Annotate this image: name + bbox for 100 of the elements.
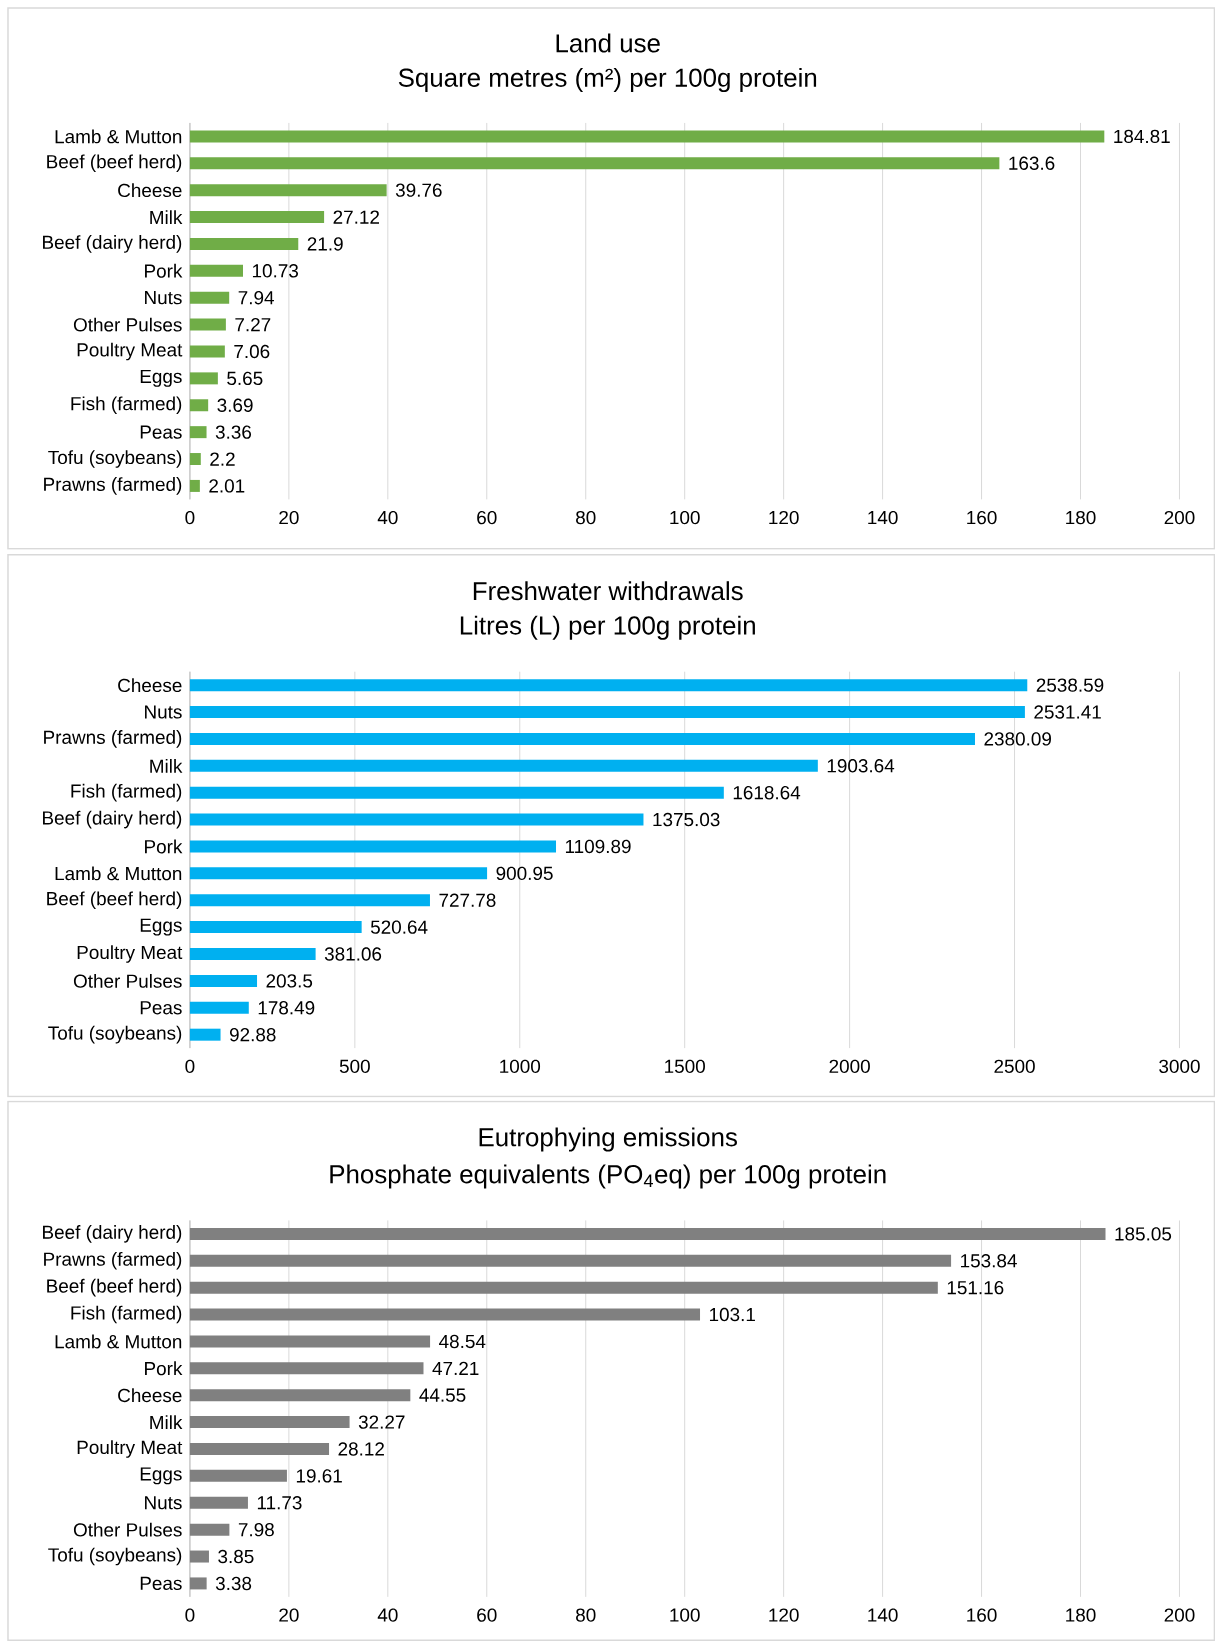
chart-subtitle: Phosphate equivalents (PO$_{4}$eq) per 100g protein (330, 1164, 886, 1189)
x-tick-label: 2500 (994, 1059, 1035, 1074)
data-label: 3.85 (217, 1549, 254, 1564)
data-label: 21.9 (307, 237, 343, 251)
y-tick-label: Milk (150, 210, 183, 224)
x-tick-label: 2000 (829, 1059, 870, 1074)
y-tick-label: Nuts (144, 1496, 182, 1510)
bar (189, 1496, 248, 1509)
y-tick-label: Other Pulses (73, 1522, 182, 1537)
data-label: 39.76 (395, 183, 442, 197)
data-label: 1109.89 (565, 839, 631, 854)
x-tick-label: 40 (377, 510, 398, 525)
bar (189, 372, 218, 385)
y-tick-label: Peas (140, 425, 182, 439)
y-tick-label: Prawns (farmed) (43, 1251, 181, 1270)
x-tick-label: 0 (185, 510, 195, 525)
bar (189, 1416, 350, 1429)
y-tick-label: Poultry Meat (77, 1440, 183, 1458)
data-label: 44.55 (419, 1388, 466, 1402)
bar (189, 1254, 951, 1267)
x-tick-label: 0 (185, 1059, 195, 1074)
x-tick-label: 180 (1065, 510, 1096, 525)
x-tick-label: 140 (868, 1608, 898, 1622)
bar (189, 974, 257, 987)
data-label: 1375.03 (653, 812, 720, 827)
data-label: 3.69 (217, 398, 253, 412)
y-tick-label: Milk (150, 758, 183, 773)
data-label: 184.81 (1114, 129, 1170, 144)
bar (189, 1001, 249, 1014)
bar (189, 130, 1105, 143)
x-tick-label: 200 (1164, 510, 1195, 525)
x-tick-label: 80 (575, 510, 596, 525)
y-tick-label: Nuts (144, 291, 182, 305)
data-label: 10.73 (252, 264, 298, 278)
y-tick-label: Lamb & Mutton (55, 866, 181, 881)
y-tick-label: Beef (beef herd) (46, 154, 181, 173)
y-tick-label: Eggs (140, 369, 182, 387)
bar (189, 211, 324, 224)
bar (189, 1577, 207, 1590)
data-label: 7.06 (234, 344, 270, 359)
chart-title: Eutrophying emissions (479, 1127, 737, 1152)
bar (189, 399, 208, 412)
data-label: 2.01 (209, 479, 245, 493)
bar (189, 453, 201, 466)
x-tick-label: 20 (279, 510, 299, 525)
y-tick-label: Peas (140, 1001, 182, 1015)
chart-subtitle: Litres (L) per 100g protein (460, 615, 755, 640)
x-tick-label: 1500 (664, 1059, 705, 1074)
y-tick-label: Tofu (soybeans) (47, 1025, 181, 1044)
chart-title: Freshwater withdrawals (473, 581, 743, 601)
y-tick-label: Lamb & Mutton (55, 129, 181, 144)
data-label: 3.36 (215, 425, 251, 439)
y-tick-label: Tofu (soybeans) (47, 1547, 181, 1566)
y-tick-label: Beef (dairy herd) (42, 235, 181, 253)
bar (189, 867, 487, 880)
data-label: 5.65 (226, 371, 263, 386)
bar (189, 1227, 1106, 1240)
data-label: 19.61 (296, 1469, 342, 1483)
y-tick-label: Poultry Meat (77, 342, 183, 361)
y-tick-label: Pork (144, 263, 183, 278)
y-tick-label: Beef (dairy herd) (42, 1225, 181, 1243)
y-tick-label: Pork (144, 839, 183, 854)
bar (189, 291, 229, 304)
x-tick-label: 0 (185, 1608, 195, 1622)
bar (189, 921, 362, 934)
y-tick-label: Other Pulses (73, 317, 182, 332)
data-label: 11.73 (257, 1496, 302, 1510)
x-tick-label: 1000 (499, 1059, 540, 1074)
data-label: 381.06 (324, 947, 381, 961)
bar (189, 1028, 221, 1041)
y-tick-label: Tofu (soybeans) (47, 450, 181, 468)
data-label: 163.6 (1009, 156, 1055, 170)
x-tick-label: 100 (670, 1608, 700, 1622)
bar (189, 264, 243, 277)
bar (189, 706, 1025, 719)
data-label: 2531.41 (1034, 705, 1101, 719)
bar (189, 1389, 411, 1402)
x-tick-label: 160 (966, 1608, 997, 1622)
y-tick-label: Other Pulses (73, 973, 182, 988)
data-label: 48.54 (438, 1334, 486, 1349)
bar (189, 894, 430, 907)
x-tick-label: 40 (377, 1608, 398, 1622)
y-tick-label: Cheese (117, 1388, 182, 1403)
y-tick-label: Beef (dairy herd) (42, 810, 181, 829)
bar (189, 679, 1028, 692)
chart-title: Land use (556, 33, 660, 53)
data-label: 727.78 (439, 893, 496, 907)
y-tick-label: Cheese (117, 678, 182, 693)
data-label: 32.27 (358, 1415, 405, 1429)
bar (189, 732, 975, 745)
data-label: 203.5 (266, 974, 312, 988)
data-label: 2.2 (210, 452, 235, 466)
data-label: 151.16 (947, 1280, 1004, 1295)
data-label: 1618.64 (733, 785, 800, 800)
x-tick-label: 20 (279, 1608, 299, 1622)
x-tick-label: 80 (575, 1608, 596, 1622)
y-tick-label: Eggs (140, 1467, 182, 1485)
data-label: 92.88 (229, 1027, 276, 1042)
y-tick-label: Prawns (farmed) (43, 730, 181, 748)
bar (189, 1550, 209, 1563)
